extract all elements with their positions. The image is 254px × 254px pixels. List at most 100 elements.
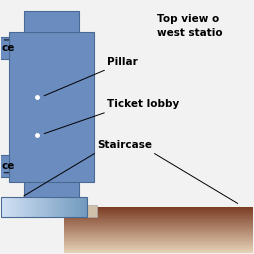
Bar	[80, 197, 82, 217]
Bar	[64, 209, 254, 210]
Bar	[64, 236, 254, 237]
Bar	[64, 237, 254, 239]
Bar	[24, 182, 79, 202]
Bar	[64, 216, 254, 217]
Bar	[61, 197, 63, 217]
Bar	[64, 231, 254, 232]
Bar	[31, 197, 33, 217]
Bar	[64, 230, 254, 231]
Bar	[64, 224, 254, 225]
Bar	[41, 197, 43, 217]
Bar	[28, 197, 30, 217]
Bar	[64, 245, 254, 246]
Bar	[1, 197, 3, 217]
Bar	[55, 197, 57, 217]
Bar	[64, 246, 254, 247]
Bar	[64, 234, 254, 235]
Bar	[64, 208, 254, 209]
Bar	[64, 235, 254, 236]
Bar	[64, 214, 254, 215]
Bar	[64, 243, 254, 244]
Bar	[64, 229, 254, 230]
Bar	[64, 248, 254, 249]
Bar	[85, 197, 87, 217]
Bar	[24, 197, 26, 217]
Bar	[36, 197, 38, 217]
Bar	[64, 213, 254, 214]
Bar	[64, 215, 254, 216]
Bar	[64, 231, 254, 232]
Bar	[64, 227, 254, 228]
Bar	[43, 197, 45, 217]
Bar	[54, 197, 56, 217]
Bar	[60, 197, 62, 217]
Bar	[58, 197, 60, 217]
Bar	[0, 155, 9, 177]
Bar	[64, 226, 254, 227]
Bar	[64, 220, 254, 221]
Bar	[64, 225, 254, 226]
Bar	[64, 246, 254, 248]
Text: Pillar: Pillar	[107, 57, 138, 67]
Bar	[48, 197, 50, 217]
Bar	[81, 197, 83, 217]
Bar	[64, 240, 254, 241]
Bar	[64, 216, 254, 218]
Bar	[64, 207, 254, 208]
Bar	[47, 197, 49, 217]
Bar	[64, 208, 254, 209]
Text: Top view o
west statio: Top view o west statio	[157, 14, 223, 38]
Bar	[64, 210, 254, 211]
Bar	[64, 222, 254, 223]
Bar	[64, 232, 254, 233]
Bar	[75, 197, 77, 217]
Bar	[67, 197, 69, 217]
Bar	[64, 210, 254, 211]
Bar	[64, 251, 254, 252]
Bar	[64, 249, 254, 250]
Bar	[64, 245, 254, 246]
Bar	[26, 197, 27, 217]
Bar	[10, 197, 12, 217]
Bar	[45, 197, 47, 217]
Bar	[64, 219, 254, 220]
Bar	[8, 197, 10, 217]
Bar	[64, 242, 254, 243]
Bar	[64, 213, 254, 214]
Bar	[64, 205, 97, 217]
Bar	[64, 223, 254, 224]
Bar	[64, 223, 254, 224]
Bar	[64, 239, 254, 240]
Bar	[64, 237, 254, 238]
Bar	[64, 251, 254, 253]
Bar	[64, 228, 254, 229]
Bar	[64, 225, 254, 226]
Bar	[64, 226, 254, 227]
Bar	[64, 233, 254, 234]
Bar	[64, 238, 254, 239]
Bar	[66, 197, 67, 217]
Bar	[70, 197, 72, 217]
Bar	[83, 197, 85, 217]
Bar	[20, 197, 22, 217]
Text: Staircase: Staircase	[97, 140, 152, 150]
Bar	[21, 197, 23, 217]
Bar	[34, 197, 36, 217]
Bar	[1, 197, 87, 217]
Bar	[0, 37, 9, 59]
Bar	[64, 221, 254, 223]
Bar	[64, 247, 254, 248]
Text: Ticket lobby: Ticket lobby	[107, 99, 179, 109]
Bar	[16, 197, 18, 217]
Bar	[64, 250, 254, 251]
Bar	[64, 220, 254, 221]
Bar	[74, 197, 76, 217]
Bar	[64, 221, 254, 222]
Bar	[44, 197, 46, 217]
Bar	[64, 236, 254, 237]
Bar	[19, 197, 20, 217]
Bar	[64, 239, 254, 240]
Bar	[64, 212, 254, 213]
Text: ce: ce	[1, 161, 15, 171]
Bar	[9, 31, 94, 182]
